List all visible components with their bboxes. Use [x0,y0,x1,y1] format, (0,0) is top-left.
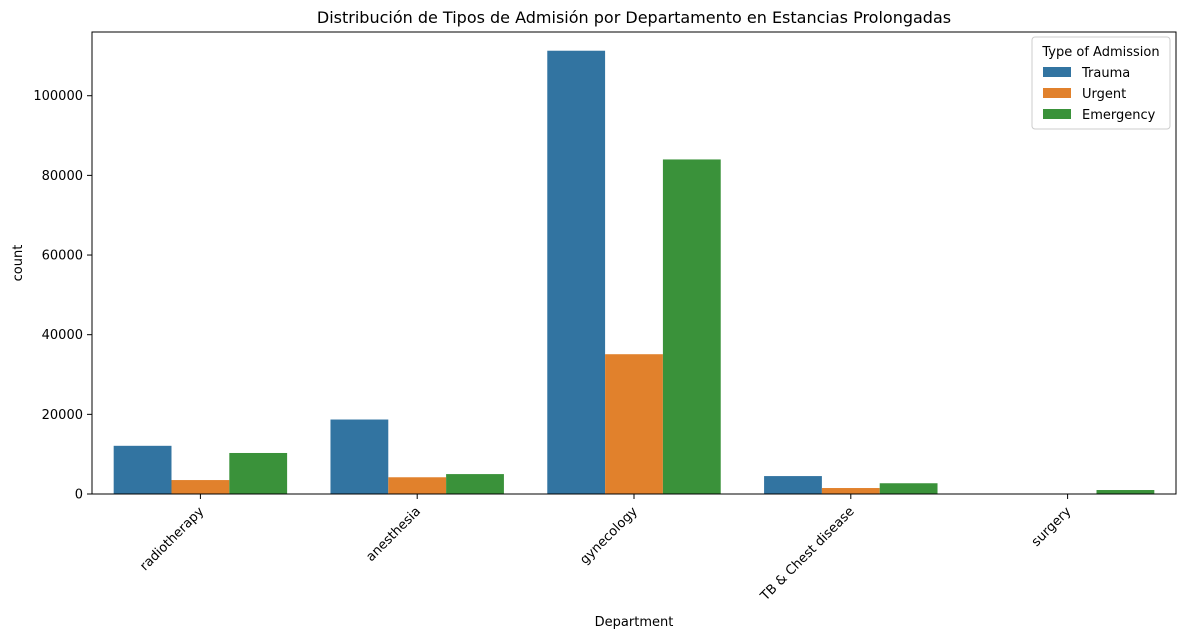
plot-area: 0 20000 40000 60000 80000 100000 radiotherapy a… [33,31,1177,605]
y-tick-label: 20000 [42,408,83,423]
y-tick-label: 40000 [42,328,83,343]
bar-emergency-radiotherapy [229,452,288,494]
bar-urgent-tb-chest-disease [821,488,880,494]
bar-urgent-radiotherapy [171,480,230,494]
legend-frame [1031,36,1171,130]
chart-title: Distribución de Tipos de Admisión por De… [317,8,951,27]
bar-urgent-gynecology [605,354,663,494]
bar-emergency-tb-chest-disease [879,483,938,494]
x-axis-label: Department [595,615,674,630]
legend: Type of Admission Trauma Urgent Emergency [1031,36,1171,130]
bar-trauma-gynecology [547,50,606,494]
bar-trauma-radiotherapy [113,445,172,494]
y-tick-label: 60000 [42,249,83,264]
x-tick-label: radiotherapy [137,504,207,574]
legend-label-trauma: Trauma [1081,66,1130,81]
y-tick-label: 100000 [33,89,83,104]
legend-label-urgent: Urgent [1082,87,1126,102]
bar-trauma-anesthesia [330,419,389,494]
bar-trauma-tb-chest-disease [764,476,822,494]
legend-swatch-urgent [1043,88,1071,98]
legend-label-emergency: Emergency [1082,108,1156,123]
y-tick-label: 80000 [42,169,83,184]
x-tick-label: gynecology [577,504,641,568]
x-tick-label: TB & Chest disease [757,504,857,604]
y-tick-label: 0 [75,488,83,503]
y-axis-label: count [11,245,26,282]
legend-swatch-trauma [1043,67,1071,77]
bar-emergency-anesthesia [446,474,504,494]
legend-title: Type of Admission [1041,45,1159,60]
bar-emergency-surgery [1096,490,1155,494]
x-tick-label: anesthesia [363,504,424,565]
x-tick-label: surgery [1029,504,1075,550]
bar-urgent-anesthesia [388,477,447,494]
bar-emergency-gynecology [662,159,721,494]
legend-swatch-emergency [1043,109,1071,119]
